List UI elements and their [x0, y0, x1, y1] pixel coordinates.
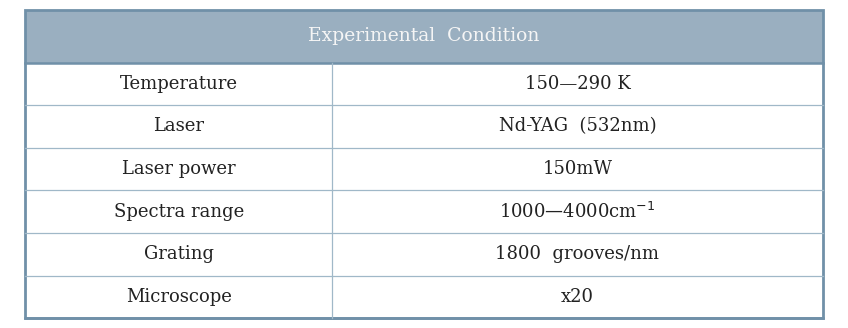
Text: Spectra range: Spectra range [114, 203, 244, 221]
Text: Laser: Laser [153, 117, 204, 135]
Bar [25, 63, 823, 105]
Text: 1800  grooves/nm: 1800 grooves/nm [495, 245, 660, 263]
Text: 150mW: 150mW [543, 160, 612, 178]
Text: Laser power: Laser power [122, 160, 236, 178]
Text: x20: x20 [561, 288, 594, 306]
Text: Grating: Grating [144, 245, 214, 263]
Bar [25, 10, 823, 63]
Text: Experimental  Condition: Experimental Condition [309, 27, 539, 45]
Bar [25, 190, 823, 233]
Text: 1000—4000cm$^{-1}$: 1000—4000cm$^{-1}$ [499, 202, 656, 222]
Text: Temperature: Temperature [120, 75, 238, 93]
Text: Microscope: Microscope [126, 288, 232, 306]
Bar [25, 105, 823, 148]
Text: 150—290 K: 150—290 K [525, 75, 630, 93]
Bar [25, 233, 823, 276]
Bar [25, 148, 823, 190]
Text: Nd-YAG  (532nm): Nd-YAG (532nm) [499, 117, 656, 135]
Bar [25, 276, 823, 318]
